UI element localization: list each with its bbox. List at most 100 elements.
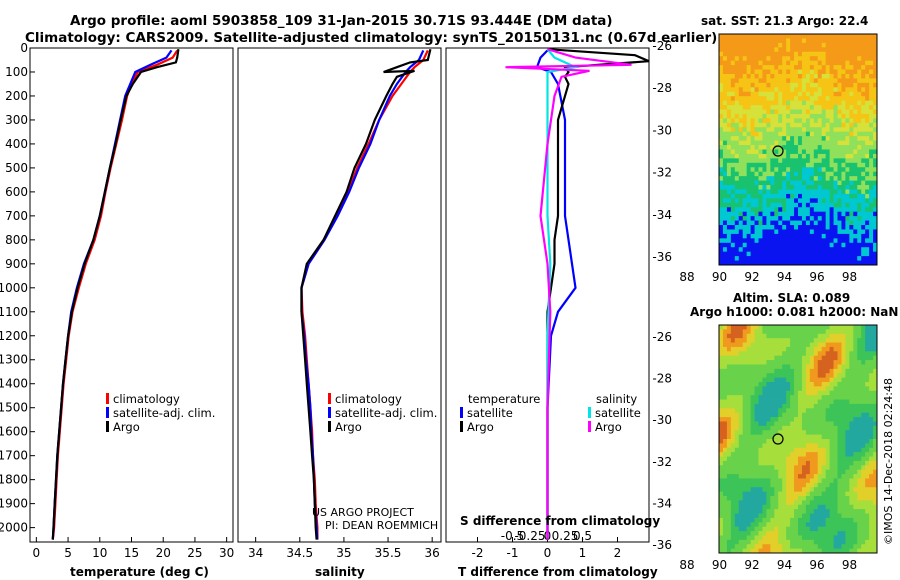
- map-cell: [853, 211, 858, 217]
- map-cell: [742, 517, 748, 523]
- map-cell: [849, 469, 854, 475]
- map-cell: [730, 535, 736, 541]
- map-cell: [853, 140, 858, 146]
- map-cell: [746, 220, 751, 226]
- map-cell: [766, 500, 771, 506]
- map-cell: [857, 100, 862, 106]
- map-cell: [726, 109, 732, 115]
- map-cell: [778, 78, 783, 84]
- map-cell: [801, 329, 807, 335]
- map-cell: [726, 149, 732, 155]
- map-cell: [845, 338, 850, 343]
- map-cell: [786, 360, 791, 365]
- map-cell: [786, 51, 791, 57]
- difference-xlabel: T difference from climatology: [458, 565, 658, 579]
- map-cell: [782, 399, 787, 405]
- map-cell: [833, 539, 838, 545]
- map-cell: [869, 65, 874, 70]
- map-cell: [782, 447, 787, 453]
- map-cell: [750, 47, 755, 53]
- map-cell: [829, 355, 834, 361]
- map-cell: [742, 153, 748, 159]
- map-cell: [833, 233, 838, 239]
- map-cell: [845, 346, 850, 352]
- map-cell: [825, 256, 830, 261]
- map-cell: [719, 403, 724, 409]
- argo-location-marker: [772, 433, 784, 445]
- map-cell: [833, 96, 838, 102]
- map-cell: [833, 329, 838, 335]
- map-cell: [873, 513, 878, 519]
- map-cell: [730, 136, 736, 142]
- map-cell: [865, 447, 870, 453]
- map-cell: [770, 60, 775, 66]
- map-cell: [805, 412, 811, 418]
- map-cell: [837, 51, 842, 57]
- map-cell: [722, 500, 728, 506]
- map-cell: [778, 109, 783, 115]
- map-cell: [817, 51, 823, 57]
- map-cell: [801, 127, 807, 133]
- map-cell: [766, 233, 771, 239]
- map-cell: [766, 158, 771, 164]
- map-cell: [734, 329, 740, 335]
- map-cell: [817, 382, 823, 387]
- map-cell: [841, 131, 846, 137]
- map-cell: [798, 171, 803, 177]
- map-cell: [853, 136, 858, 142]
- map-cell: [809, 162, 815, 168]
- map-cell: [861, 333, 866, 339]
- map-cell: [837, 434, 842, 440]
- map-cell: [821, 373, 827, 379]
- map-cell: [829, 390, 834, 396]
- map-cell: [817, 225, 823, 230]
- map-cell: [738, 180, 744, 186]
- map-cell: [746, 167, 751, 173]
- map-cell: [809, 351, 815, 357]
- map-cell: [845, 329, 850, 335]
- map-cell: [742, 176, 748, 181]
- map-cell: [730, 69, 736, 75]
- map-cell: [746, 346, 751, 352]
- map-cell: [825, 87, 830, 93]
- map-cell: [857, 325, 862, 330]
- map-cell: [774, 531, 779, 536]
- map-cell: [794, 65, 799, 70]
- map-cell: [841, 364, 846, 370]
- map-cell: [766, 373, 771, 379]
- map-cell: [817, 78, 823, 84]
- map-cell: [805, 202, 811, 208]
- map-cell: [742, 478, 748, 484]
- map-cell: [782, 408, 787, 414]
- map-cell: [774, 180, 779, 186]
- map-cell: [801, 360, 807, 365]
- map-cell: [821, 229, 827, 235]
- map-cell: [833, 87, 838, 93]
- map-cell: [825, 260, 830, 266]
- map-cell: [762, 220, 767, 226]
- map-cell: [766, 368, 771, 374]
- map-cell: [774, 109, 779, 115]
- map-cell: [742, 399, 748, 405]
- map-cell: [869, 167, 874, 173]
- map-cell: [742, 42, 748, 48]
- map-cell: [857, 342, 862, 348]
- map-cell: [845, 439, 850, 444]
- map-cell: [790, 162, 795, 168]
- credit-line-2: PI: DEAN ROEMMICH: [325, 519, 438, 532]
- map-cell: [873, 153, 878, 159]
- map-cell: [817, 153, 823, 159]
- map-cell: [857, 229, 862, 235]
- map-cell: [805, 430, 811, 436]
- map-cell: [750, 251, 755, 257]
- map-cell: [786, 149, 791, 155]
- map-cell: [813, 140, 819, 146]
- map-cell: [722, 87, 728, 93]
- map-cell: [730, 412, 736, 418]
- map-cell: [719, 474, 724, 479]
- map-cell: [825, 513, 830, 519]
- map-cell: [829, 122, 834, 128]
- map-cell: [758, 531, 763, 536]
- map-cell: [801, 242, 807, 248]
- map-cell: [790, 238, 795, 244]
